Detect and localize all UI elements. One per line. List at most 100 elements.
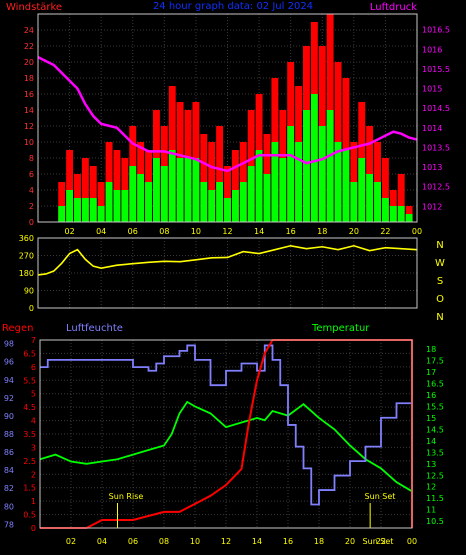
mean-bar (89, 198, 97, 222)
wind-tick-label: 0 (29, 218, 34, 227)
mean-bar (334, 142, 342, 222)
wind-tick-label: 20 (24, 58, 34, 67)
temperature-tick-label: 12.5 (426, 471, 444, 480)
mean-bar (58, 206, 66, 222)
mean-bar (231, 190, 239, 222)
gust-bar (58, 182, 66, 222)
mean-bar (405, 214, 413, 222)
x-tick-label: 14 (254, 227, 264, 236)
direction-line (37, 244, 418, 276)
direction-tick-label: 180 (19, 269, 34, 278)
rain-tick-label: 5 (31, 390, 36, 399)
temperature-tick-label: 11 (426, 506, 436, 515)
gust-bar (216, 126, 224, 222)
x-tick-label: 22 (376, 537, 386, 546)
x-tick-label: 08 (159, 537, 169, 546)
temperature-tick-label: 15 (426, 414, 436, 423)
pressure-line (37, 56, 418, 173)
sunrise-label: Sun Rise (109, 492, 144, 501)
direction-tick-label: 270 (19, 252, 34, 261)
mean-bar (97, 206, 105, 222)
mean-bar (74, 198, 81, 222)
compass-label: O (436, 294, 444, 305)
humidity-tick-label: 80 (4, 502, 14, 511)
rain-tick-label: 6 (31, 363, 36, 372)
humidity-tick-label: 86 (4, 448, 14, 457)
mean-bar (152, 158, 160, 222)
sunset-label-axis: Sun Set (363, 537, 394, 546)
compass-label: W (435, 258, 445, 269)
humidity-tick-label: 98 (4, 340, 14, 349)
pressure-axis-title: Luftdruck (370, 2, 417, 13)
mean-bar (176, 158, 184, 222)
humidity-tick-label: 82 (4, 484, 14, 493)
humidity-tick-label: 78 (4, 520, 14, 529)
direction-plot-frame (37, 237, 418, 309)
mean-bar (326, 110, 334, 222)
x-tick-label: 12 (221, 537, 231, 546)
mean-bar (81, 198, 89, 222)
x-tick-label: 16 (286, 227, 296, 236)
mean-bar (137, 174, 145, 222)
compass-label: N (436, 312, 443, 323)
mean-bar (295, 142, 303, 222)
gust-bar (89, 166, 97, 222)
x-tick-label: 00 (412, 227, 422, 236)
humidity-tick-label: 88 (4, 430, 14, 439)
rain-humidity-temperature-panel: Regen Luftfeuchte Temperatur 00.511.522.… (2, 323, 444, 546)
temperature-tick-label: 12 (426, 483, 436, 492)
wind-tick-label: 16 (24, 90, 34, 99)
temperature-line (39, 400, 413, 493)
mean-bar (121, 190, 129, 222)
pressure-tick-label: 1016 (422, 45, 442, 54)
x-tick-label: 00 (407, 537, 417, 546)
direction-tick-label: 90 (24, 287, 34, 296)
rain-tick-label: 5.5 (23, 376, 36, 385)
mean-bar (366, 174, 374, 222)
wind-tick-label: 10 (24, 138, 34, 147)
temperature-tick-label: 13.5 (426, 448, 444, 457)
mean-bar (247, 166, 255, 222)
humidity-tick-label: 96 (4, 358, 14, 367)
temperature-tick-label: 18 (426, 345, 436, 354)
temperature-tick-label: 10.5 (426, 517, 444, 526)
rain-tick-label: 4 (31, 417, 36, 426)
mean-bar (192, 158, 200, 222)
wind-tick-label: 6 (29, 170, 34, 179)
temperature-tick-label: 17 (426, 368, 436, 377)
rain-plot-frame (39, 339, 413, 529)
pressure-tick-label: 1012.5 (422, 183, 450, 192)
mean-bar (397, 206, 405, 222)
chart-title: 24 hour graph data: 02 Jul 2024 (153, 1, 313, 12)
mean-bar (160, 166, 168, 222)
mean-bar (303, 110, 310, 222)
x-tick-label: 16 (283, 537, 293, 546)
x-tick-label: 18 (314, 537, 324, 546)
mean-bar (200, 182, 208, 222)
wind-plot-frame (37, 13, 418, 223)
gust-bar (113, 150, 121, 222)
rain-tick-label: 2.5 (23, 457, 36, 466)
gust-bar (200, 134, 208, 222)
gust-bar (224, 166, 231, 222)
humidity-line (40, 344, 413, 506)
humidity-axis-title: Luftfeuchte (66, 323, 123, 334)
x-tick-label: 04 (97, 537, 107, 546)
wind-tick-label: 12 (24, 122, 34, 131)
rain-tick-label: 3 (31, 443, 36, 452)
direction-tick-label: 360 (19, 234, 34, 243)
mean-bar (224, 198, 231, 222)
x-tick-label: 06 (128, 227, 138, 236)
pressure-tick-label: 1012 (422, 202, 442, 211)
humidity-tick-label: 84 (4, 466, 14, 475)
wind-tick-label: 14 (24, 106, 34, 115)
temperature-tick-label: 17.5 (426, 357, 444, 366)
mean-bar (389, 206, 397, 222)
rain-tick-label: 0.5 (23, 511, 36, 520)
mean-bar (318, 126, 326, 222)
gust-bar (66, 150, 74, 222)
mean-bar (239, 182, 247, 222)
pressure-tick-label: 1014 (422, 124, 442, 133)
